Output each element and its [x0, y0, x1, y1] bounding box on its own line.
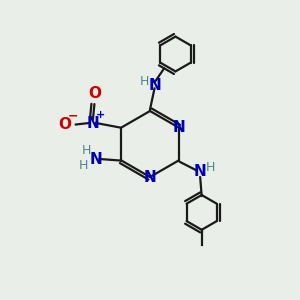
Text: H: H: [206, 161, 215, 174]
Text: N: N: [148, 78, 161, 93]
Text: +: +: [96, 110, 105, 120]
Text: H: H: [79, 159, 88, 172]
Text: N: N: [89, 152, 102, 166]
Text: N: N: [172, 120, 185, 135]
Text: N: N: [194, 164, 207, 179]
Text: O: O: [88, 86, 101, 101]
Text: N: N: [86, 116, 99, 130]
Text: H: H: [82, 144, 91, 157]
Text: N: N: [144, 169, 156, 184]
Text: O: O: [58, 117, 71, 132]
Text: −: −: [68, 110, 78, 123]
Text: H: H: [140, 75, 150, 88]
